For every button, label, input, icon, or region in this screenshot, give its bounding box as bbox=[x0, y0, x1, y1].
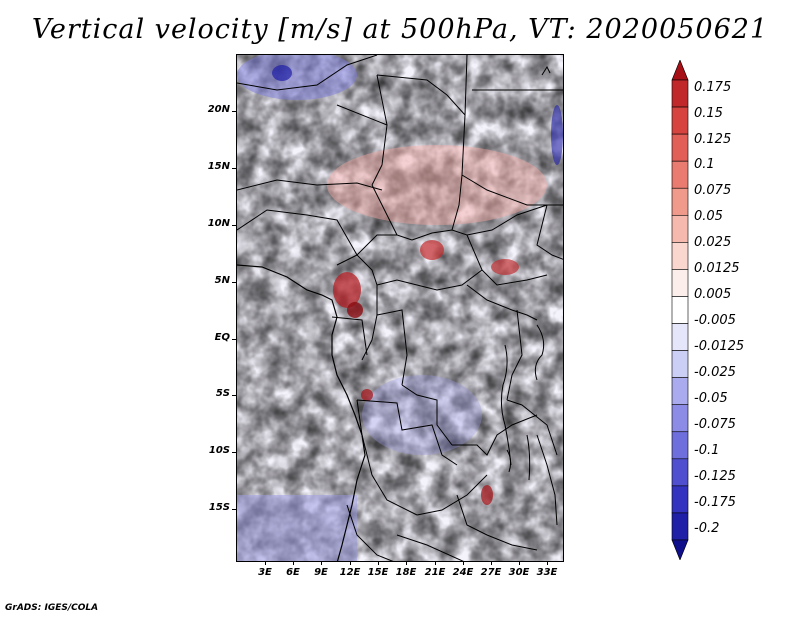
colorbar-label: 0.15 bbox=[694, 106, 723, 121]
southwest-subsidence-region bbox=[237, 495, 357, 561]
colorbar-label: 0.0125 bbox=[694, 261, 740, 276]
colorbar-label: -0.05 bbox=[694, 391, 728, 406]
colorbar-swatch bbox=[671, 404, 689, 433]
lon-label-15e: 15E bbox=[367, 567, 389, 578]
lat-tick bbox=[232, 225, 236, 226]
colorbar-swatch bbox=[671, 214, 689, 243]
coastline bbox=[237, 264, 366, 561]
colorbar bbox=[671, 60, 689, 560]
convective-cells bbox=[272, 65, 563, 505]
colorbar-swatch bbox=[671, 458, 689, 487]
colorbar-label: -0.1 bbox=[694, 443, 720, 458]
map-panel bbox=[236, 54, 564, 562]
colorbar-swatch bbox=[671, 242, 689, 270]
colorbar-label: 0.075 bbox=[694, 183, 732, 198]
velocity-field-map bbox=[237, 55, 563, 561]
colorbar-swatch bbox=[671, 350, 689, 378]
lon-tick bbox=[406, 561, 407, 565]
colorbar-label: 0.025 bbox=[694, 235, 732, 250]
lat-label-15s: 15S bbox=[208, 502, 230, 513]
lon-tick bbox=[519, 561, 520, 565]
lon-label-30e: 30E bbox=[508, 567, 530, 578]
colorbar-label: -0.075 bbox=[694, 417, 736, 432]
colorbar-swatch bbox=[671, 187, 689, 216]
colorbar-label: 0.1 bbox=[694, 157, 715, 172]
lon-label-18e: 18E bbox=[395, 567, 417, 578]
colorbar-swatch bbox=[671, 106, 689, 135]
colorbar-swatch bbox=[671, 431, 689, 460]
lat-tick bbox=[232, 339, 236, 340]
lon-label-27e: 27E bbox=[480, 567, 502, 578]
colorbar-label: 0.005 bbox=[694, 287, 732, 302]
colorbar-swatch bbox=[671, 512, 689, 541]
colorbar-label: -0.025 bbox=[694, 365, 736, 380]
lat-tick bbox=[232, 168, 236, 169]
congo-subsidence-region bbox=[362, 375, 482, 455]
colorbar-label: 0.175 bbox=[694, 80, 732, 95]
lon-tick bbox=[547, 561, 548, 565]
lat-tick bbox=[232, 282, 236, 283]
country-borders bbox=[237, 55, 563, 561]
colorbar-label: -0.125 bbox=[694, 469, 736, 484]
lon-tick bbox=[378, 561, 379, 565]
colorbar-swatch bbox=[671, 60, 689, 81]
lat-tick bbox=[232, 509, 236, 510]
lon-label-3e: 3E bbox=[258, 567, 272, 578]
colorbar-label: -0.0125 bbox=[694, 339, 745, 354]
lon-label-12e: 12E bbox=[339, 567, 361, 578]
lat-label-5s: 5S bbox=[215, 388, 230, 399]
lat-label-eq: EQ bbox=[214, 332, 230, 343]
lon-tick bbox=[463, 561, 464, 565]
colorbar-swatch bbox=[671, 377, 689, 406]
plot-title: Vertical velocity [m/s] at 500hPa, VT: 2… bbox=[31, 14, 769, 45]
lon-label-33e: 33E bbox=[536, 567, 558, 578]
lon-tick bbox=[321, 561, 322, 565]
lon-tick bbox=[491, 561, 492, 565]
colorbar-swatch bbox=[671, 485, 689, 514]
colorbar-label: 0.125 bbox=[694, 132, 732, 147]
lat-tick bbox=[232, 395, 236, 396]
grads-credit: GrADS: IGES/COLA bbox=[5, 603, 99, 613]
lat-label-20n: 20N bbox=[207, 104, 230, 115]
colorbar-swatch bbox=[671, 160, 689, 189]
colorbar-label: -0.005 bbox=[694, 313, 736, 328]
lon-tick bbox=[435, 561, 436, 565]
lat-label-5n: 5N bbox=[214, 275, 230, 286]
colorbar-swatch bbox=[671, 323, 689, 351]
lakes bbox=[500, 65, 551, 481]
colorbar-swatch bbox=[671, 133, 689, 162]
colorbar-label: 0.05 bbox=[694, 209, 723, 224]
lon-label-6e: 6E bbox=[286, 567, 300, 578]
lon-label-9e: 9E bbox=[314, 567, 328, 578]
lat-tick bbox=[232, 111, 236, 112]
colorbar-swatch bbox=[671, 269, 689, 297]
lon-tick bbox=[265, 561, 266, 565]
lat-label-10s: 10S bbox=[208, 445, 230, 456]
colorbar-swatch bbox=[671, 79, 689, 108]
negative-velocity-field bbox=[237, 55, 563, 561]
colorbar-swatch bbox=[671, 539, 689, 560]
lat-tick bbox=[232, 452, 236, 453]
colorbar-swatch bbox=[671, 296, 689, 324]
lat-label-15n: 15N bbox=[207, 161, 230, 172]
lon-tick bbox=[350, 561, 351, 565]
lat-label-10n: 10N bbox=[207, 218, 230, 229]
sahel-ascent-region bbox=[327, 145, 547, 225]
lon-tick bbox=[293, 561, 294, 565]
lon-label-21e: 21E bbox=[424, 567, 446, 578]
colorbar-label: -0.175 bbox=[694, 495, 736, 510]
colorbar-label: -0.2 bbox=[694, 521, 720, 536]
lon-label-24e: 24E bbox=[452, 567, 474, 578]
